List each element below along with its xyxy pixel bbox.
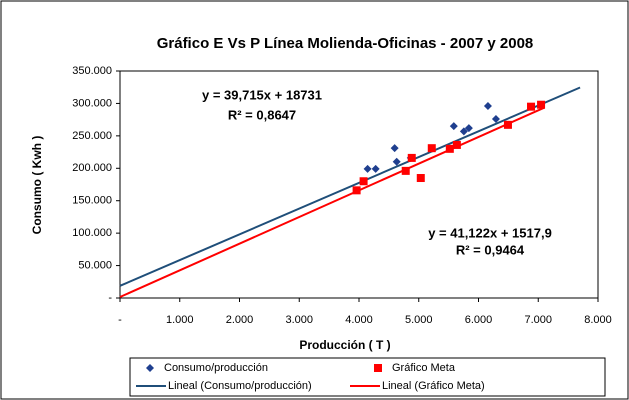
point [503, 120, 512, 129]
plot-area [119, 70, 599, 299]
y-tick-label: 200.000 [72, 162, 112, 174]
trendline [119, 106, 545, 298]
y-tick-label: 300.000 [72, 97, 112, 109]
x-axis-title: Producción ( T ) [299, 338, 390, 352]
x-tick-label: 1.000 [166, 314, 194, 326]
point [390, 144, 399, 153]
y-axis-title: Consumo ( Kwh ) [30, 136, 44, 235]
r-squared: R² = 0,9464 [456, 242, 525, 257]
x-tick-label: 8.000 [584, 314, 612, 326]
point [427, 144, 436, 153]
point [416, 174, 425, 183]
x-tick-label: 3.000 [285, 314, 313, 326]
point [392, 157, 401, 166]
point [352, 186, 361, 195]
legend-label: Lineal (Gráfico Meta) [382, 380, 485, 392]
x-tick-label: - [118, 314, 122, 326]
x-tick-label: 6.000 [465, 314, 493, 326]
point [527, 102, 536, 111]
point [445, 144, 454, 153]
legend-box [129, 357, 606, 397]
point [449, 122, 458, 131]
point [537, 100, 546, 109]
legend-label: Gráfico Meta [392, 362, 456, 374]
equation: y = 41,122x + 1517,9 [428, 225, 552, 240]
y-tick-label: 150.000 [72, 195, 112, 207]
point [407, 153, 416, 162]
x-tick-label: 7.000 [524, 314, 552, 326]
x-tick-label: 4.000 [345, 314, 373, 326]
x-tick-label: 5.000 [405, 314, 433, 326]
point [452, 140, 461, 149]
r-squared: R² = 0,8647 [228, 107, 296, 122]
y-tick-label: 250.000 [72, 130, 112, 142]
equation: y = 39,715x + 18731 [202, 87, 322, 102]
y-tick-label: - [108, 292, 112, 304]
legend-label: Lineal (Consumo/producción) [168, 380, 312, 392]
point [483, 102, 492, 111]
point [491, 114, 500, 123]
legend-label: Consumo/producción [164, 362, 268, 374]
point [401, 166, 410, 175]
y-tick-label: 50.000 [78, 259, 112, 271]
point [359, 177, 368, 186]
trendline [119, 86, 581, 287]
y-tick-label: 100.000 [72, 227, 112, 239]
legend-marker [146, 364, 154, 372]
point [363, 164, 372, 173]
point [464, 124, 473, 133]
point [371, 164, 380, 173]
x-tick-label: 2.000 [226, 314, 254, 326]
y-tick-label: 350.000 [72, 65, 112, 77]
legend-marker [374, 364, 382, 372]
point [459, 127, 468, 136]
chart-title: Gráfico E Vs P Línea Molienda-Oficinas -… [157, 35, 534, 52]
